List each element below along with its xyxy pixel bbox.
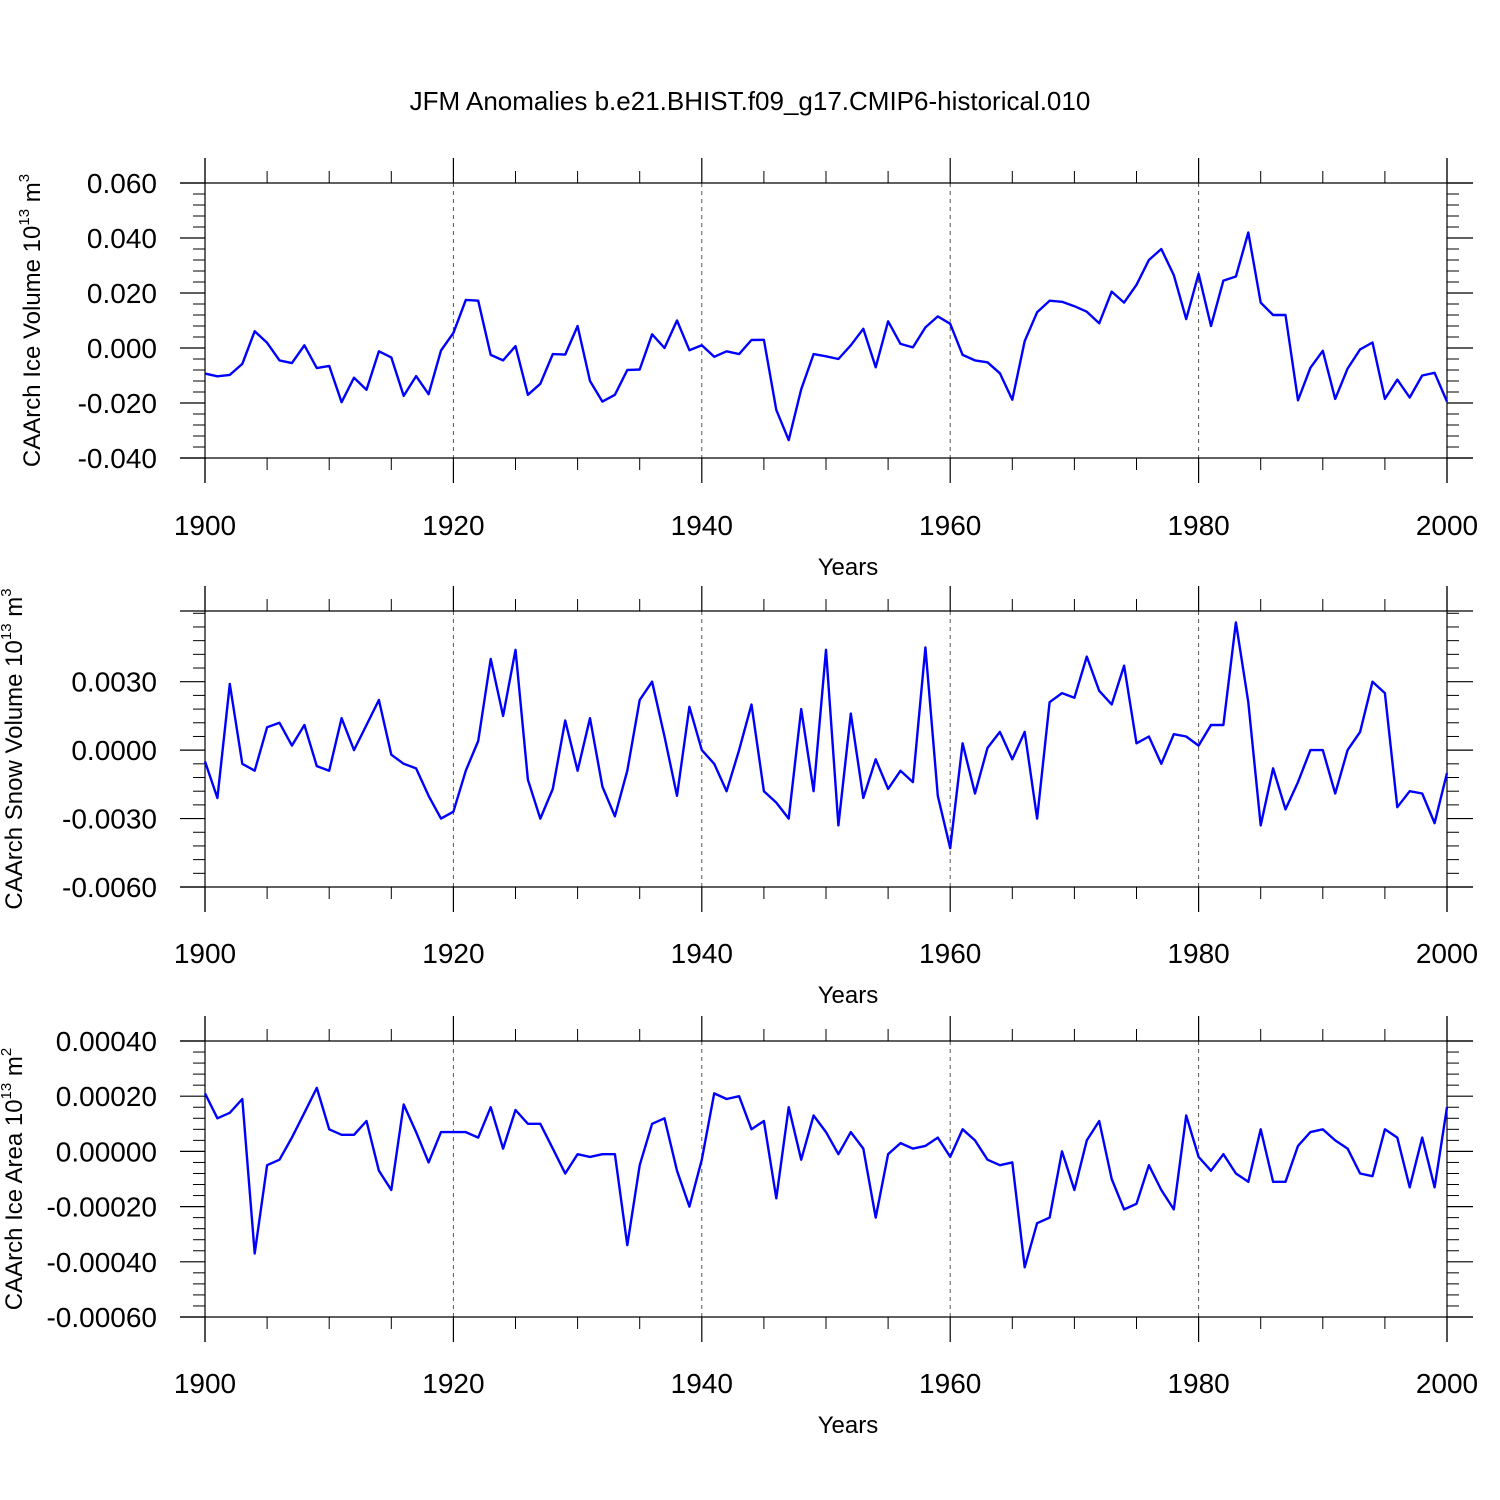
y-tick-label: 0.060 bbox=[87, 168, 157, 199]
chart-title: JFM Anomalies b.e21.BHIST.f09_g17.CMIP6-… bbox=[410, 86, 1091, 116]
y-tick-label: -0.00060 bbox=[46, 1302, 157, 1333]
series-line-ice-volume bbox=[204, 231, 1449, 442]
x-tick-label: 1980 bbox=[1167, 510, 1229, 541]
x-axis-label: Years bbox=[818, 982, 879, 1009]
x-tick-label: 1980 bbox=[1167, 938, 1229, 969]
y-tick-label: 0.0000 bbox=[71, 735, 157, 766]
x-tick-label: 1940 bbox=[671, 938, 733, 969]
x-tick-label: 2000 bbox=[1416, 938, 1478, 969]
x-tick-label: 2000 bbox=[1416, 510, 1478, 541]
y-axis-label: CAArch Ice Volume 1013 m3 bbox=[16, 174, 46, 467]
x-tick-label: 1940 bbox=[671, 1368, 733, 1399]
y-tick-label: 0.00000 bbox=[56, 1136, 157, 1167]
y-axis-label: CAArch Snow Volume 1013 m3 bbox=[0, 588, 28, 909]
x-tick-label: 1900 bbox=[174, 510, 236, 541]
x-tick-label: 1940 bbox=[671, 510, 733, 541]
y-tick-label: -0.00020 bbox=[46, 1192, 157, 1223]
series-line-ice-area bbox=[203, 1086, 1449, 1269]
x-tick-label: 1960 bbox=[919, 938, 981, 969]
y-tick-label: -0.0030 bbox=[62, 804, 157, 835]
panel-ice-area: 1900 1920 1940 1960 1980 2000 -0.00060 -0.00040… bbox=[0, 1016, 1478, 1439]
x-tick-label: 2000 bbox=[1416, 1368, 1478, 1399]
x-tick-label: 1900 bbox=[174, 938, 236, 969]
y-tick-label: -0.00040 bbox=[46, 1247, 157, 1278]
panel-snow-volume: 1900 1920 1940 1960 1980 2000 -0.0060 -0.0030 0.… bbox=[0, 586, 1478, 1009]
x-tick-label: 1900 bbox=[174, 1368, 236, 1399]
y-axis-label: CAArch Ice Area 1013 m2 bbox=[0, 1048, 28, 1310]
x-tick-label: 1960 bbox=[919, 1368, 981, 1399]
x-tick-label: 1920 bbox=[422, 938, 484, 969]
panel-ice-volume: 1900 1920 1940 1960 1980 2000 -0.040 -0.020 0.00… bbox=[16, 158, 1478, 581]
y-tick-label: -0.040 bbox=[78, 443, 157, 474]
x-tick-label: 1980 bbox=[1167, 1368, 1229, 1399]
y-tick-label: -0.0060 bbox=[62, 872, 157, 903]
series-line-snow-volume bbox=[203, 621, 1449, 850]
x-axis-label: Years bbox=[818, 1412, 879, 1439]
y-tick-label: 0.00040 bbox=[56, 1026, 157, 1057]
y-tick-label: 0.020 bbox=[87, 278, 157, 309]
y-tick-label: -0.020 bbox=[78, 388, 157, 419]
y-tick-label: 0.0030 bbox=[71, 667, 157, 698]
x-tick-label: 1920 bbox=[422, 510, 484, 541]
y-tick-label: 0.000 bbox=[87, 333, 157, 364]
y-tick-label: 0.040 bbox=[87, 223, 157, 254]
y-tick-label: 0.00020 bbox=[56, 1081, 157, 1112]
x-tick-label: 1920 bbox=[422, 1368, 484, 1399]
x-tick-label: 1960 bbox=[919, 510, 981, 541]
x-axis-label: Years bbox=[818, 554, 879, 581]
